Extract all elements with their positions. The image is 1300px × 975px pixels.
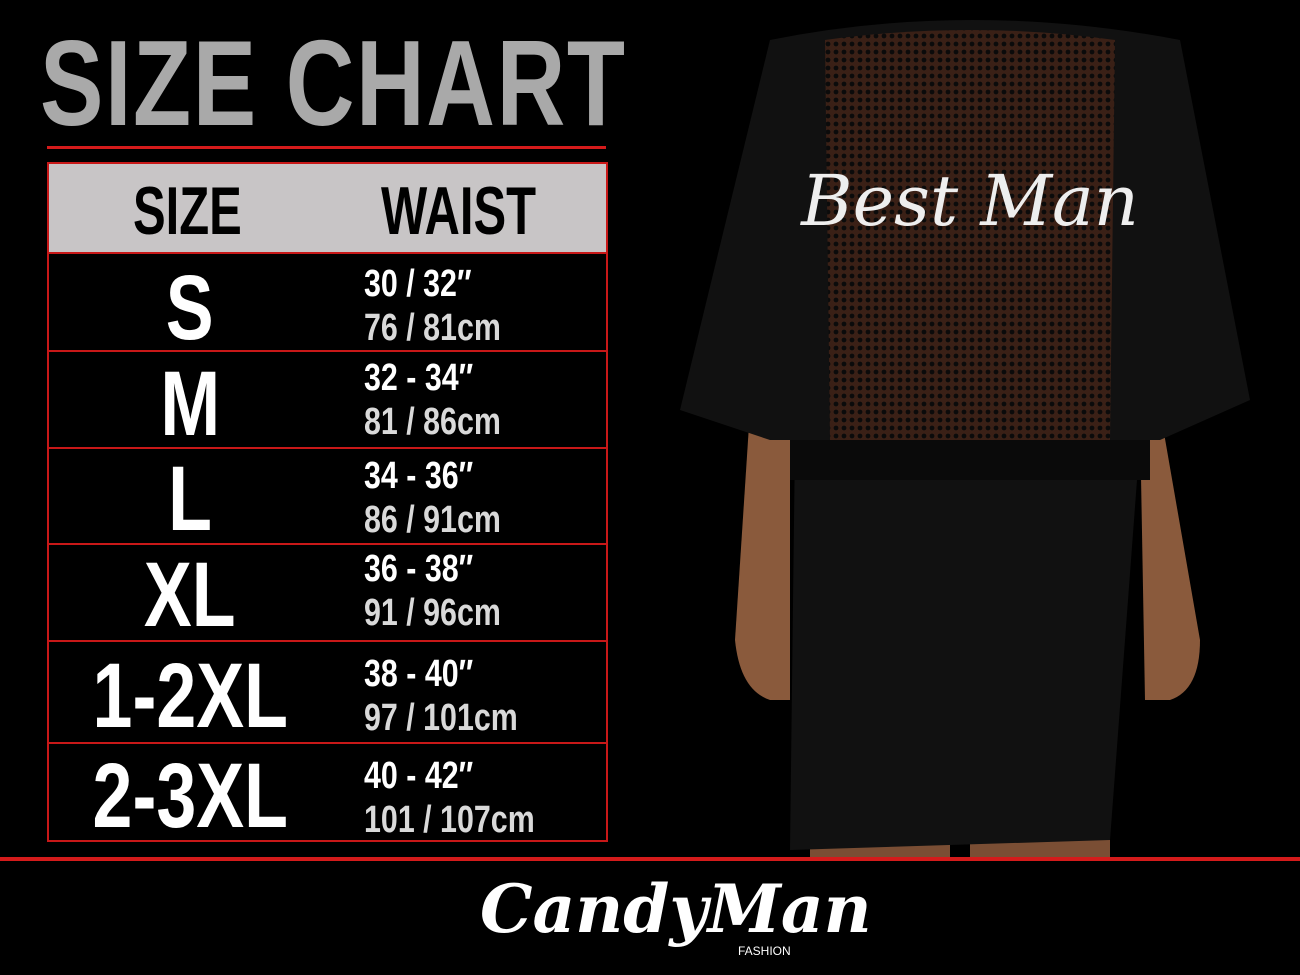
arm-right xyxy=(1140,410,1200,700)
brand-logo: CandyMan xyxy=(480,870,872,948)
waist-cm: 91 / 96cm xyxy=(364,592,501,634)
table-row: L 34 - 36″ 86 / 91cm xyxy=(49,449,606,545)
waist-cm: 101 / 107cm xyxy=(364,799,535,841)
waist-cm: 86 / 91cm xyxy=(364,499,501,541)
header-size: SIZE xyxy=(133,173,242,249)
table-header: SIZE WAIST xyxy=(49,164,606,254)
brand-logo-sub: FASHION xyxy=(738,944,791,958)
waist-inches: 38 - 40″ xyxy=(364,653,474,695)
product-photo: Best Man xyxy=(680,20,1250,857)
size-label: L xyxy=(168,448,212,550)
waist-inches: 36 - 38″ xyxy=(364,548,474,590)
waist-cm: 81 / 86cm xyxy=(364,401,501,443)
footer-divider xyxy=(0,857,1300,861)
page-title: SIZE CHART xyxy=(40,15,627,151)
table-row: 2-3XL 40 - 42″ 101 / 107cm xyxy=(49,744,606,847)
belt xyxy=(790,440,1150,480)
arm-left xyxy=(735,410,790,700)
table-row: XL 36 - 38″ 91 / 96cm xyxy=(49,545,606,642)
mesh-panel xyxy=(825,30,1115,440)
size-label: S xyxy=(166,257,214,359)
title-divider xyxy=(47,146,606,149)
size-table: SIZE WAIST S 30 / 32″ 76 / 81cm M 32 - 34… xyxy=(47,162,608,842)
table-row: S 30 / 32″ 76 / 81cm xyxy=(49,254,606,359)
table-row: 1-2XL 38 - 40″ 97 / 101cm xyxy=(49,642,606,744)
waist-inches: 30 / 32″ xyxy=(364,263,472,305)
waist-cm: 76 / 81cm xyxy=(364,307,501,349)
size-label: 2-3XL xyxy=(92,745,288,847)
size-label: XL xyxy=(144,544,236,646)
print-text: Best Man xyxy=(799,160,1139,242)
table-row: M 32 - 34″ 81 / 86cm xyxy=(49,352,606,455)
header-waist: WAIST xyxy=(381,173,537,249)
waist-inches: 32 - 34″ xyxy=(364,357,474,399)
size-label: 1-2XL xyxy=(92,645,288,747)
waist-cm: 97 / 101cm xyxy=(364,697,518,739)
waist-inches: 34 - 36″ xyxy=(364,455,474,497)
size-label: M xyxy=(160,353,220,455)
waist-inches: 40 - 42″ xyxy=(364,755,474,797)
